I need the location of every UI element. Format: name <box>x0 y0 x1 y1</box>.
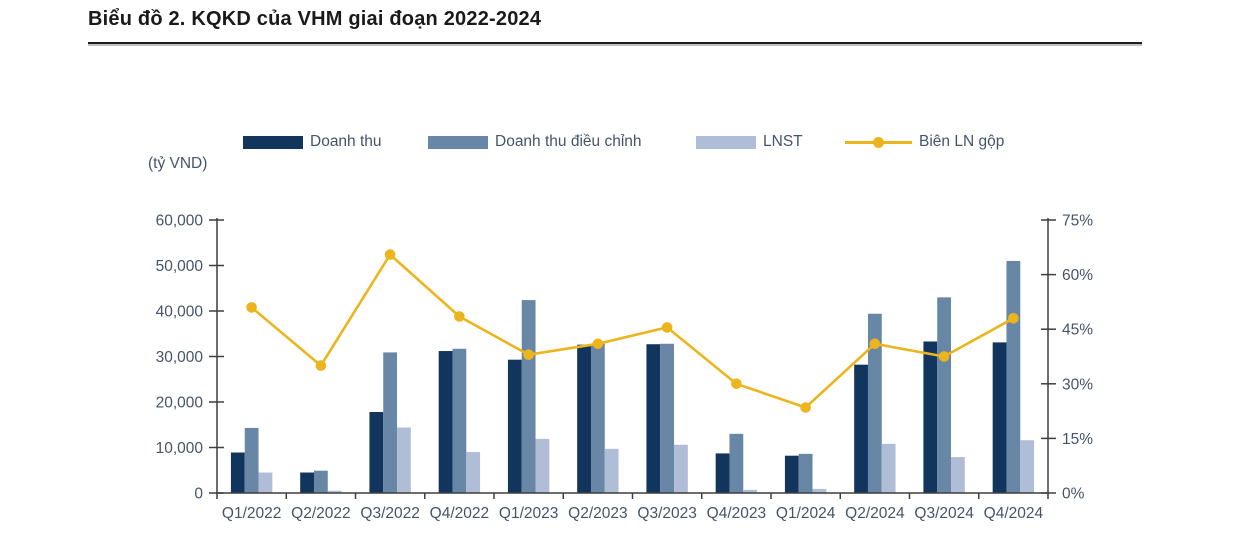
bar-2-Q1/2024 <box>812 488 827 493</box>
bar-2-Q3/2023 <box>674 444 688 493</box>
bar-0-Q2/2022 <box>300 472 314 493</box>
bar-2-Q1/2023 <box>535 438 550 494</box>
left-axis-tick-label: 10,000 <box>156 440 204 457</box>
bar-0-Q3/2024 <box>923 341 938 494</box>
bar-0-Q4/2023 <box>715 453 730 493</box>
bar-0-Q1/2023 <box>507 359 522 493</box>
left-axis-tick-label: 50,000 <box>156 258 204 275</box>
bar-1-Q3/2024 <box>937 297 952 493</box>
line-series-gross-margin <box>246 249 1019 413</box>
x-axis-label-Q3/2022: Q3/2022 <box>360 505 419 522</box>
left-axis-unit-label: (tỷ VND) <box>148 155 208 172</box>
gross-margin-line <box>250 253 1015 409</box>
legend-label-doanh-thu-dieu-chinh: Doanh thu điều chỉnh <box>495 133 642 150</box>
bar-2-Q2/2022 <box>327 490 342 493</box>
right-axis-tick-label: 45% <box>1062 322 1093 339</box>
bar-2-Q3/2024 <box>951 457 965 493</box>
legend-swatch-doanh-thu <box>243 135 303 149</box>
bar-1-Q1/2023 <box>521 300 536 493</box>
gross-margin-point-Q3/2023 <box>661 322 673 333</box>
x-axis-label-Q1/2023: Q1/2023 <box>499 505 558 522</box>
bar-1-Q3/2022 <box>383 352 398 493</box>
bar-series-0 <box>230 341 1007 494</box>
bar-1-Q3/2023 <box>660 343 675 493</box>
left-axis-tick-label: 40,000 <box>156 304 204 321</box>
gross-margin-point-Q1/2024 <box>800 402 811 413</box>
legend-item-doanh-thu-dieu-chinh: Doanh thu điều chỉnh <box>428 133 642 150</box>
gross-margin-point-Q3/2024 <box>938 351 950 362</box>
bar-1-Q2/2024 <box>867 313 882 493</box>
legend-item-doanh-thu: Doanh thu <box>243 133 382 150</box>
bar-2-Q4/2023 <box>743 489 758 493</box>
x-axis-label-Q2/2023: Q2/2023 <box>568 505 627 522</box>
bar-0-Q4/2024 <box>992 342 1007 493</box>
legend-swatch-lnst <box>696 135 756 149</box>
gross-margin-point-Q2/2022 <box>315 360 327 371</box>
x-axis-label-Q1/2024: Q1/2024 <box>776 505 836 522</box>
left-axis-tick-label: 20,000 <box>156 395 204 412</box>
bar-1-Q4/2023 <box>729 433 744 493</box>
left-axis-tick-label: 60,000 <box>156 213 204 230</box>
gross-margin-point-Q3/2022 <box>384 249 396 260</box>
legend-item-lnst: LNST <box>696 133 803 150</box>
bar-1-Q4/2022 <box>452 348 467 493</box>
left-axis-tick-label: 0 <box>194 486 203 503</box>
gross-margin-point-Q2/2023 <box>592 338 604 350</box>
bar-2-Q4/2022 <box>466 452 481 493</box>
legend-label-doanh-thu: Doanh thu <box>310 133 382 150</box>
bar-2-Q3/2022 <box>397 427 411 493</box>
page-title: Biểu đồ 2. KQKD của VHM giai đoạn 2022-2… <box>88 8 542 30</box>
x-axis-label-Q3/2024: Q3/2024 <box>914 505 974 522</box>
bar-1-Q4/2024 <box>1006 260 1021 493</box>
x-axis-label-Q2/2024: Q2/2024 <box>845 505 905 522</box>
x-axis-label-Q4/2023: Q4/2023 <box>707 505 766 522</box>
right-axis-tick-label: 30% <box>1062 376 1093 393</box>
x-axis-label-Q2/2022: Q2/2022 <box>291 505 350 522</box>
left-axis-tick-label: 30,000 <box>156 349 204 366</box>
bar-0-Q3/2023 <box>646 344 661 493</box>
legend-line-marker-icon <box>845 136 912 149</box>
right-axis-tick-label: 15% <box>1062 431 1093 448</box>
axes: 0 10,000 20,000 30,000 40,000 50,000 60,000 0% 1… <box>156 213 1094 503</box>
bar-0-Q1/2022 <box>230 452 245 493</box>
legend-line-dot <box>873 136 884 148</box>
gross-margin-point-Q1/2023 <box>523 349 534 361</box>
right-axis-tick-label: 0% <box>1062 486 1085 503</box>
bar-0-Q2/2023 <box>577 344 591 493</box>
x-axis-label-Q3/2023: Q3/2023 <box>637 505 696 522</box>
bar-2-Q4/2024 <box>1020 440 1035 493</box>
gross-margin-point-Q1/2022 <box>246 302 257 313</box>
bar-1-Q2/2022 <box>313 470 328 493</box>
right-axis-tick-label: 75% <box>1062 213 1093 230</box>
bar-0-Q4/2022 <box>438 351 453 493</box>
legend-item-bien-ln-gop: Biên LN gộp <box>845 133 1005 150</box>
bar-series-2 <box>258 427 1035 494</box>
gross-margin-point-Q4/2022 <box>454 311 465 322</box>
x-axis-label-Q1/2022: Q1/2022 <box>222 505 281 522</box>
bar-1-Q1/2022 <box>244 427 259 493</box>
legend-label-bien-ln-gop: Biên LN gộp <box>919 133 1005 150</box>
gross-margin-point-Q2/2024 <box>869 338 881 350</box>
legend-swatch-doanh-thu-dieu-chinh <box>428 135 488 149</box>
bar-0-Q2/2024 <box>854 364 868 493</box>
bar-1-Q1/2024 <box>798 453 813 493</box>
bar-2-Q1/2022 <box>258 472 273 493</box>
gross-margin-point-Q4/2024 <box>1008 313 1019 324</box>
title-underline <box>88 42 1142 44</box>
x-axis-label-Q4/2022: Q4/2022 <box>430 505 489 522</box>
bar-1-Q2/2023 <box>590 343 605 493</box>
bar-0-Q3/2022 <box>369 412 384 493</box>
bar-series-1 <box>244 260 1021 493</box>
x-axis-label-Q4/2024: Q4/2024 <box>984 505 1044 522</box>
bar-2-Q2/2023 <box>604 448 619 493</box>
bar-0-Q1/2024 <box>784 455 799 493</box>
legend-label-lnst: LNST <box>763 133 803 150</box>
right-axis-tick-label: 60% <box>1062 267 1093 284</box>
gross-margin-point-Q4/2023 <box>731 378 742 390</box>
bar-2-Q2/2024 <box>881 443 896 493</box>
